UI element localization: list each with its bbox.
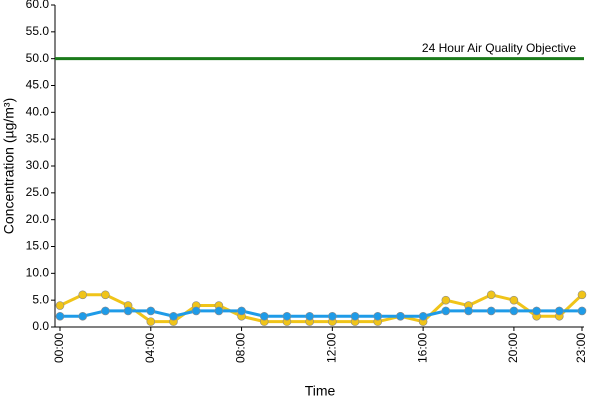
point [101, 290, 110, 300]
point [350, 311, 360, 321]
point [55, 311, 65, 321]
y-tick-label: 35.0 [26, 131, 50, 145]
point [146, 306, 156, 316]
point [532, 306, 541, 316]
point [214, 306, 224, 316]
point [577, 290, 587, 300]
point [577, 306, 587, 316]
point [146, 317, 156, 326]
point [396, 311, 405, 321]
x-tick-label: 00:00 [52, 333, 66, 363]
point [441, 295, 451, 305]
y-tick-label: 20.0 [26, 212, 50, 226]
point [509, 306, 519, 316]
x-tick-label: 16:00 [415, 333, 429, 363]
objective-label: 24 Hour Air Quality Objective [422, 41, 576, 55]
point [282, 311, 292, 321]
x-tick-label: 23:00 [574, 333, 588, 363]
point [123, 306, 133, 316]
point [305, 311, 314, 321]
y-tick-label: 55.0 [26, 24, 50, 38]
point [464, 306, 473, 316]
point [78, 290, 87, 300]
y-tick-label: 40.0 [26, 105, 50, 119]
point [486, 290, 496, 300]
point [101, 306, 110, 316]
x-axis-title: Time [305, 383, 336, 399]
point [259, 311, 269, 321]
y-tick-label: 50.0 [26, 51, 50, 65]
point [78, 311, 87, 321]
y-tick-label: 10.0 [26, 266, 50, 280]
point [169, 311, 178, 321]
x-tick-label: 20:00 [506, 333, 520, 363]
point [509, 295, 519, 305]
point [191, 306, 201, 316]
y-tick-label: 30.0 [26, 158, 50, 172]
x-tick-label: 08:00 [234, 333, 248, 363]
x-tick-label: 04:00 [143, 333, 157, 363]
point [555, 306, 564, 316]
y-tick-label: 5.0 [32, 292, 49, 306]
point [237, 306, 246, 316]
point [418, 311, 428, 321]
y-tick-label: 45.0 [26, 78, 50, 92]
x-tick-label: 12:00 [325, 333, 339, 363]
point [328, 311, 337, 321]
point [441, 306, 451, 316]
y-tick-label: 25.0 [26, 185, 50, 199]
y-tick-label: 15.0 [26, 239, 50, 253]
y-tick-label: 0.0 [32, 319, 49, 333]
y-tick-label: 60.0 [26, 0, 50, 11]
point [55, 301, 65, 310]
y-axis-title: Concentration (µg/m³) [1, 98, 17, 234]
point [373, 311, 383, 321]
point [486, 306, 496, 316]
